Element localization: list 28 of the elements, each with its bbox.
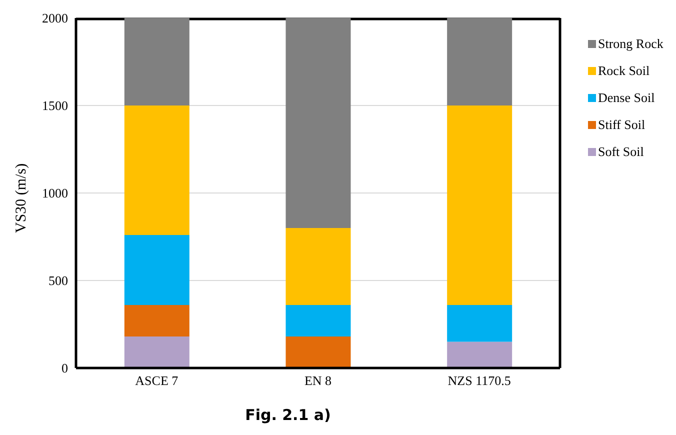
y-tick-label: 500 <box>48 273 68 288</box>
bar <box>286 305 351 336</box>
bar <box>124 305 190 336</box>
bar <box>124 18 190 106</box>
legend-label: Dense Soil <box>598 90 655 106</box>
bar <box>447 305 512 342</box>
bar <box>286 228 351 305</box>
x-tick-label: EN 8 <box>304 373 332 388</box>
y-axis-title: VS30 (m/s) <box>13 163 30 233</box>
legend-label: Stiff Soil <box>598 116 646 132</box>
bar <box>286 18 351 228</box>
bar <box>447 342 512 368</box>
y-tick-label: 1500 <box>42 98 68 114</box>
bar <box>124 336 190 368</box>
bar <box>447 18 512 106</box>
legend-label: Soft Soil <box>598 144 644 160</box>
bar <box>124 106 190 235</box>
x-tick-label: NZS 1170.5 <box>448 373 511 388</box>
legend-label: Strong Rock <box>598 36 664 52</box>
y-tick-label: 1000 <box>42 186 68 201</box>
y-tick-label: 2000 <box>42 10 68 26</box>
caption: Fig. 2.1 a) <box>244 406 332 424</box>
legend-label: Rock Soil <box>598 62 650 78</box>
bar <box>447 106 512 305</box>
x-tick-label: ASCE 7 <box>135 373 179 388</box>
bar <box>286 336 351 368</box>
y-tick-label: 0 <box>62 360 68 376</box>
bar <box>124 235 190 305</box>
